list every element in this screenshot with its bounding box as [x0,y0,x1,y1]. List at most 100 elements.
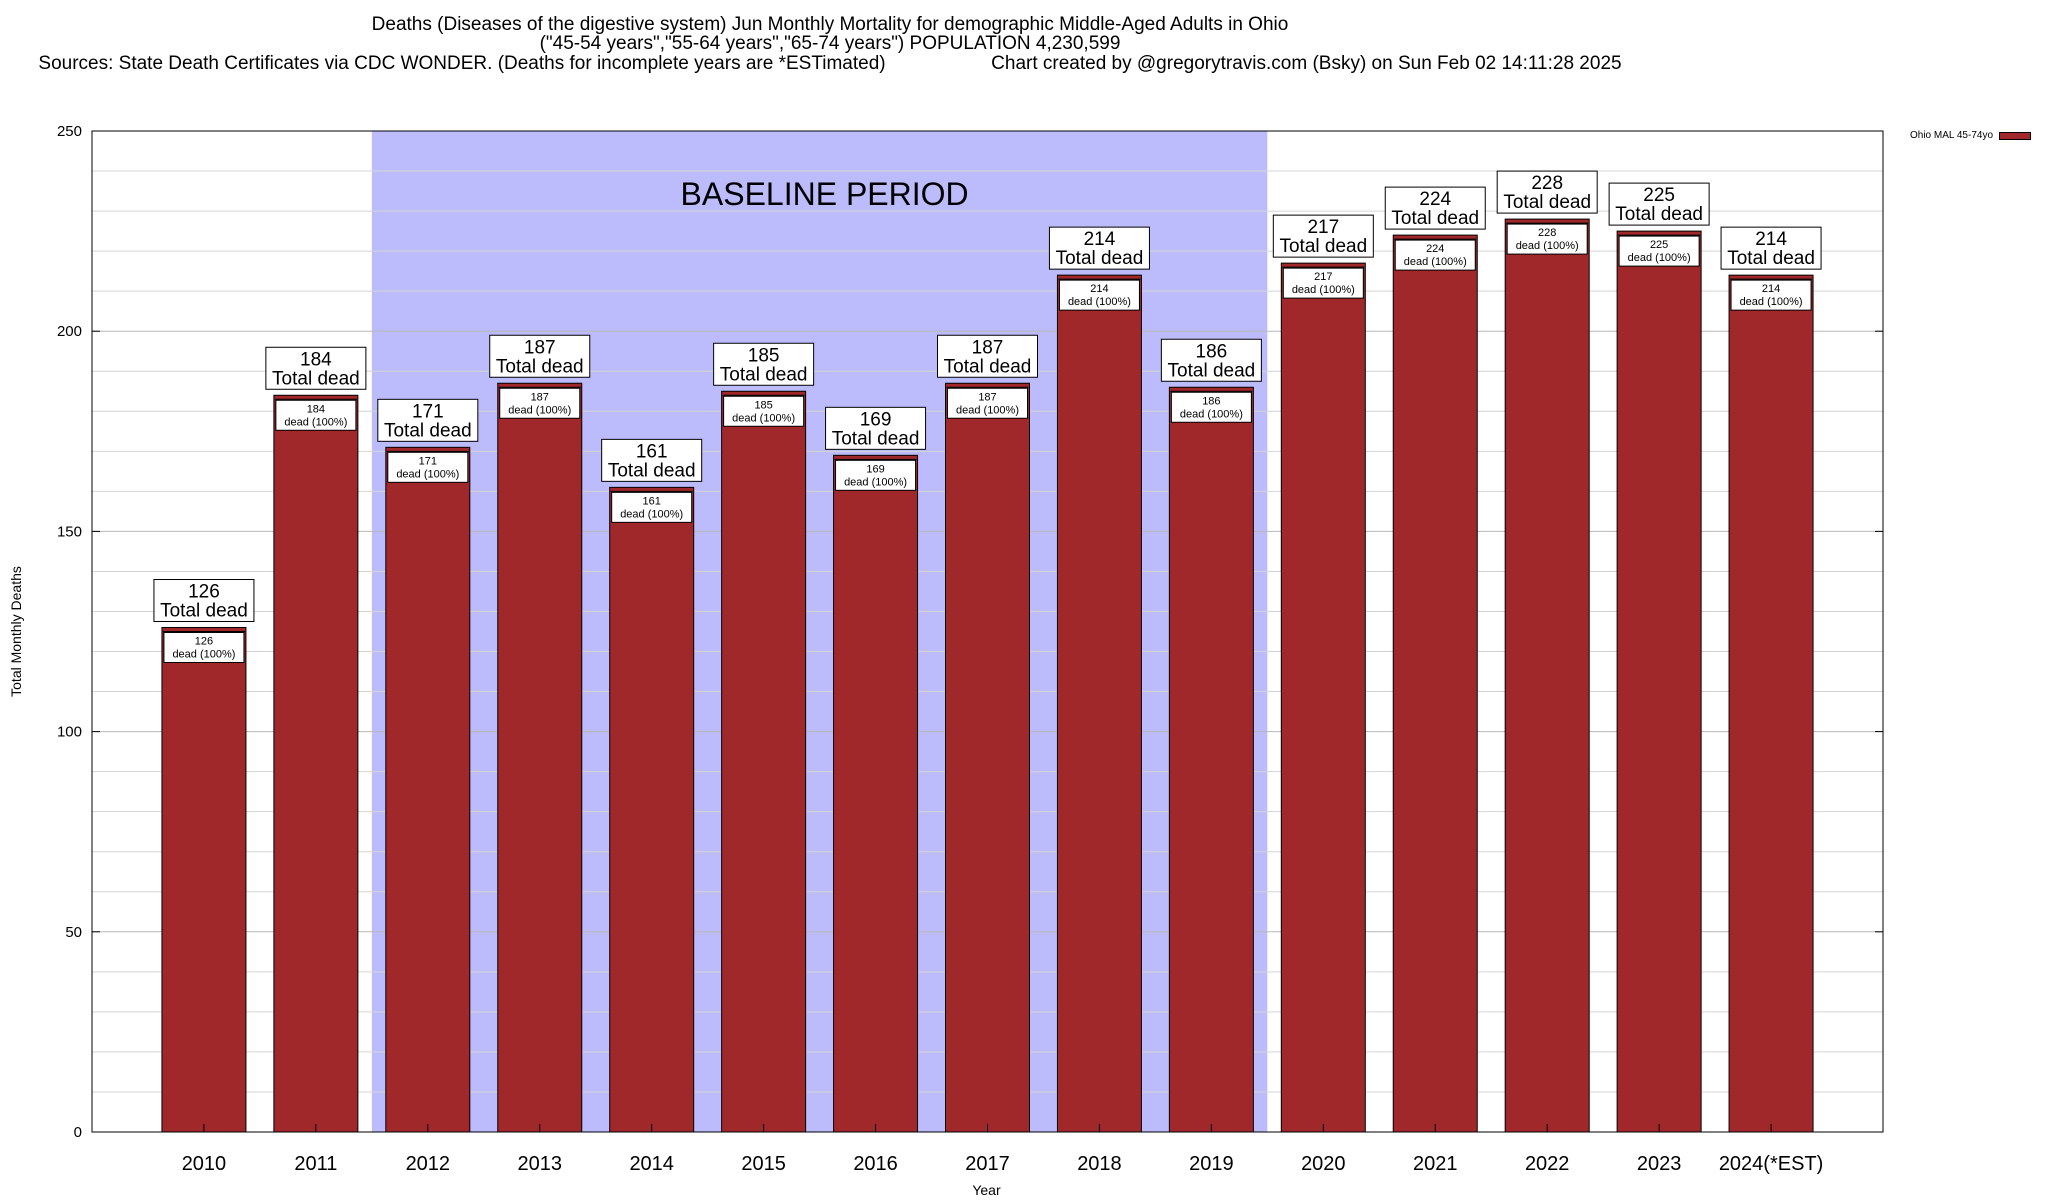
x-tick-label: 2012 [406,1153,451,1175]
total-value-label: 214 [1755,229,1787,250]
inner-value-label: 186 [1202,395,1220,407]
y-tick-label: 250 [57,123,82,140]
inner-label-box [1394,239,1476,271]
baseline-period-label: BASELINE PERIOD [681,176,969,212]
total-value-label: 224 [1419,189,1451,210]
inner-percent-label: dead (100%) [1404,256,1467,268]
total-label-box [377,398,479,442]
x-tick-label: 2022 [1525,1153,1570,1175]
total-label-box [1496,170,1598,214]
total-label-box [489,334,591,378]
total-label-box [825,406,927,450]
bar [945,382,1030,1133]
inner-value-label: 184 [307,403,325,415]
y-tick-label: 200 [57,323,82,340]
total-text-label: Total dead [1503,192,1591,213]
inner-label-box [1282,267,1364,299]
total-label-box [265,346,367,390]
inner-label-box [499,387,581,419]
total-value-label: 186 [1196,341,1228,362]
inner-percent-label: dead (100%) [1516,240,1579,252]
chart-title: Deaths (Diseases of the digestive system… [371,14,1289,35]
inner-percent-label: dead (100%) [732,412,795,424]
inner-percent-label: dead (100%) [1292,284,1355,296]
inner-percent-label: dead (100%) [396,468,459,480]
plot-frame [91,130,1884,1133]
total-label-box [1608,182,1710,226]
x-tick-label: 2014 [629,1153,674,1175]
bar [385,446,471,1133]
total-label-box [601,438,703,482]
total-value-label: 169 [860,409,892,430]
total-text-label: Total dead [272,368,360,389]
inner-percent-label: dead (100%) [1740,296,1803,308]
x-tick-label: 2011 [294,1153,337,1175]
bar [1616,230,1702,1133]
inner-value-label: 126 [195,635,213,647]
total-text-label: Total dead [1279,236,1367,257]
inner-percent-label: dead (100%) [1068,296,1131,308]
total-value-label: 228 [1531,173,1563,194]
total-label-box [153,578,255,622]
inner-label-box [1730,279,1812,311]
inner-value-label: 217 [1314,271,1332,283]
bar [833,454,919,1133]
total-label-box [713,342,815,386]
inner-value-label: 214 [1090,283,1108,295]
total-text-label: Total dead [1615,204,1703,225]
total-value-label: 184 [300,349,332,370]
x-tick-label: 2021 [1413,1153,1458,1175]
inner-label-box [163,631,245,663]
inner-percent-label: dead (100%) [508,404,571,416]
inner-value-label: 185 [754,399,772,411]
bar [1728,274,1814,1133]
x-tick-label: 2018 [1077,1153,1122,1175]
total-label-box [1048,226,1150,270]
total-label-box [1384,186,1486,230]
inner-label-box [1506,223,1588,255]
bar [721,390,807,1133]
x-tick-label: 2023 [1637,1153,1682,1175]
total-value-label: 217 [1307,217,1339,238]
inner-value-label: 214 [1762,283,1780,295]
legend-swatch [1999,131,2032,140]
inner-percent-label: dead (100%) [1628,252,1691,264]
y-tick-label: 150 [57,523,82,540]
inner-value-label: 169 [866,463,884,475]
total-text-label: Total dead [1727,248,1815,269]
total-value-label: 225 [1643,185,1675,206]
inner-value-label: 225 [1650,239,1668,251]
inner-value-label: 161 [643,495,661,507]
inner-value-label: 187 [978,391,996,403]
total-text-label: Total dead [384,420,472,441]
bar [497,382,583,1133]
inner-label-box [387,451,469,483]
total-label-box [1720,226,1822,270]
bar [609,486,695,1133]
inner-label-box [947,387,1028,419]
total-text-label: Total dead [944,356,1032,377]
total-label-box [1272,214,1374,258]
inner-percent-label: dead (100%) [844,476,907,488]
bar [1280,262,1366,1133]
x-tick-label: 2015 [741,1153,786,1175]
bar [161,626,247,1133]
total-value-label: 171 [412,401,444,422]
total-text-label: Total dead [608,460,696,481]
bar [1504,218,1590,1133]
total-text-label: Total dead [1168,360,1256,381]
x-tick-label: 2016 [853,1153,898,1175]
inner-label-box [611,491,693,523]
total-value-label: 126 [188,581,220,602]
inner-label-box [275,399,357,431]
y-tick-label: 0 [74,1124,82,1141]
x-tick-label: 2017 [965,1153,1010,1175]
inner-value-label: 224 [1426,243,1444,255]
total-text-label: Total dead [1056,248,1144,269]
total-value-label: 214 [1084,229,1116,250]
inner-label-box [1618,235,1700,267]
x-tick-label: 2010 [182,1153,227,1175]
inner-percent-label: dead (100%) [284,416,347,428]
bar [1392,234,1478,1133]
inner-label-box [723,395,805,427]
